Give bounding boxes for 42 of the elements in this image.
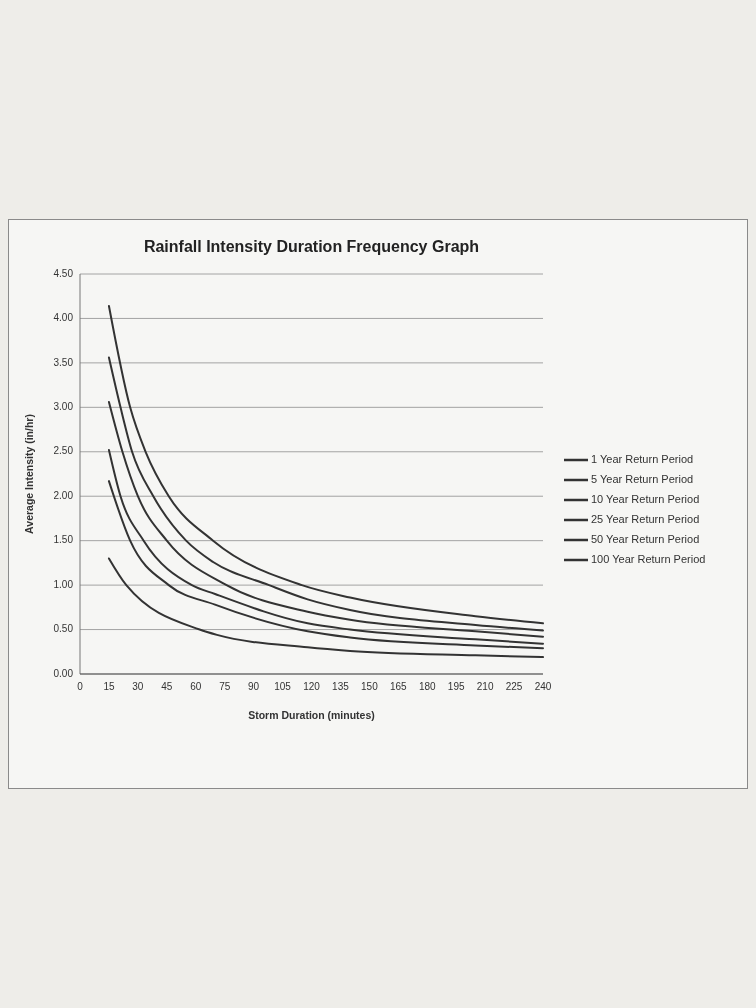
y-axis-title: Average Intensity (in/hr): [22, 414, 35, 534]
y-tick-label: 0.00: [53, 667, 74, 679]
line-series: [107, 356, 544, 632]
x-tick-label: 90: [248, 681, 260, 693]
x-axis-title: Storm Duration (minutes): [248, 708, 375, 721]
y-tick-label: 2.00: [53, 489, 74, 501]
x-tick-label: 0: [77, 681, 84, 693]
x-tick-label: 45: [161, 681, 173, 693]
x-tick-label: 15: [103, 681, 115, 693]
x-tick-label: 75: [219, 681, 231, 693]
x-tick-label: 195: [447, 681, 465, 693]
line-series: [107, 557, 544, 659]
x-tick-label: 60: [190, 681, 202, 693]
x-tick-label: 120: [303, 681, 321, 693]
legend-label: 50 Year Return Period: [591, 532, 700, 545]
legend-label: 1 Year Return Period: [591, 452, 694, 465]
x-tick-label: 30: [132, 681, 144, 693]
legend-label: 5 Year Return Period: [591, 472, 694, 485]
y-tick-label: 3.50: [53, 356, 74, 368]
x-tick-label: 135: [332, 681, 350, 693]
y-tick-label: 3.00: [53, 400, 74, 412]
x-tick-label: 240: [534, 681, 552, 693]
legend-label: 25 Year Return Period: [591, 512, 700, 525]
y-tick-label: 2.50: [53, 445, 74, 457]
y-tick-label: 1.50: [53, 534, 74, 546]
x-tick-label: 210: [476, 681, 494, 693]
line-series: [107, 480, 544, 650]
x-tick-label: 165: [389, 681, 408, 693]
x-tick-label: 150: [361, 681, 379, 693]
line-series: [107, 401, 544, 638]
legend-label: 100 Year Return Period: [591, 552, 706, 565]
x-tick-label: 105: [274, 681, 292, 693]
y-tick-label: 4.00: [53, 312, 74, 324]
chart-title: Rainfall Intensity Duration Frequency Graph: [143, 238, 480, 256]
line-series: [107, 449, 544, 645]
y-tick-label: 1.00: [53, 578, 74, 590]
x-tick-label: 180: [418, 681, 437, 693]
line-series: [107, 305, 544, 625]
legend-label: 10 Year Return Period: [591, 492, 700, 505]
y-tick-label: 4.50: [53, 267, 74, 279]
x-tick-label: 225: [505, 681, 523, 693]
y-tick-label: 0.50: [53, 623, 74, 635]
